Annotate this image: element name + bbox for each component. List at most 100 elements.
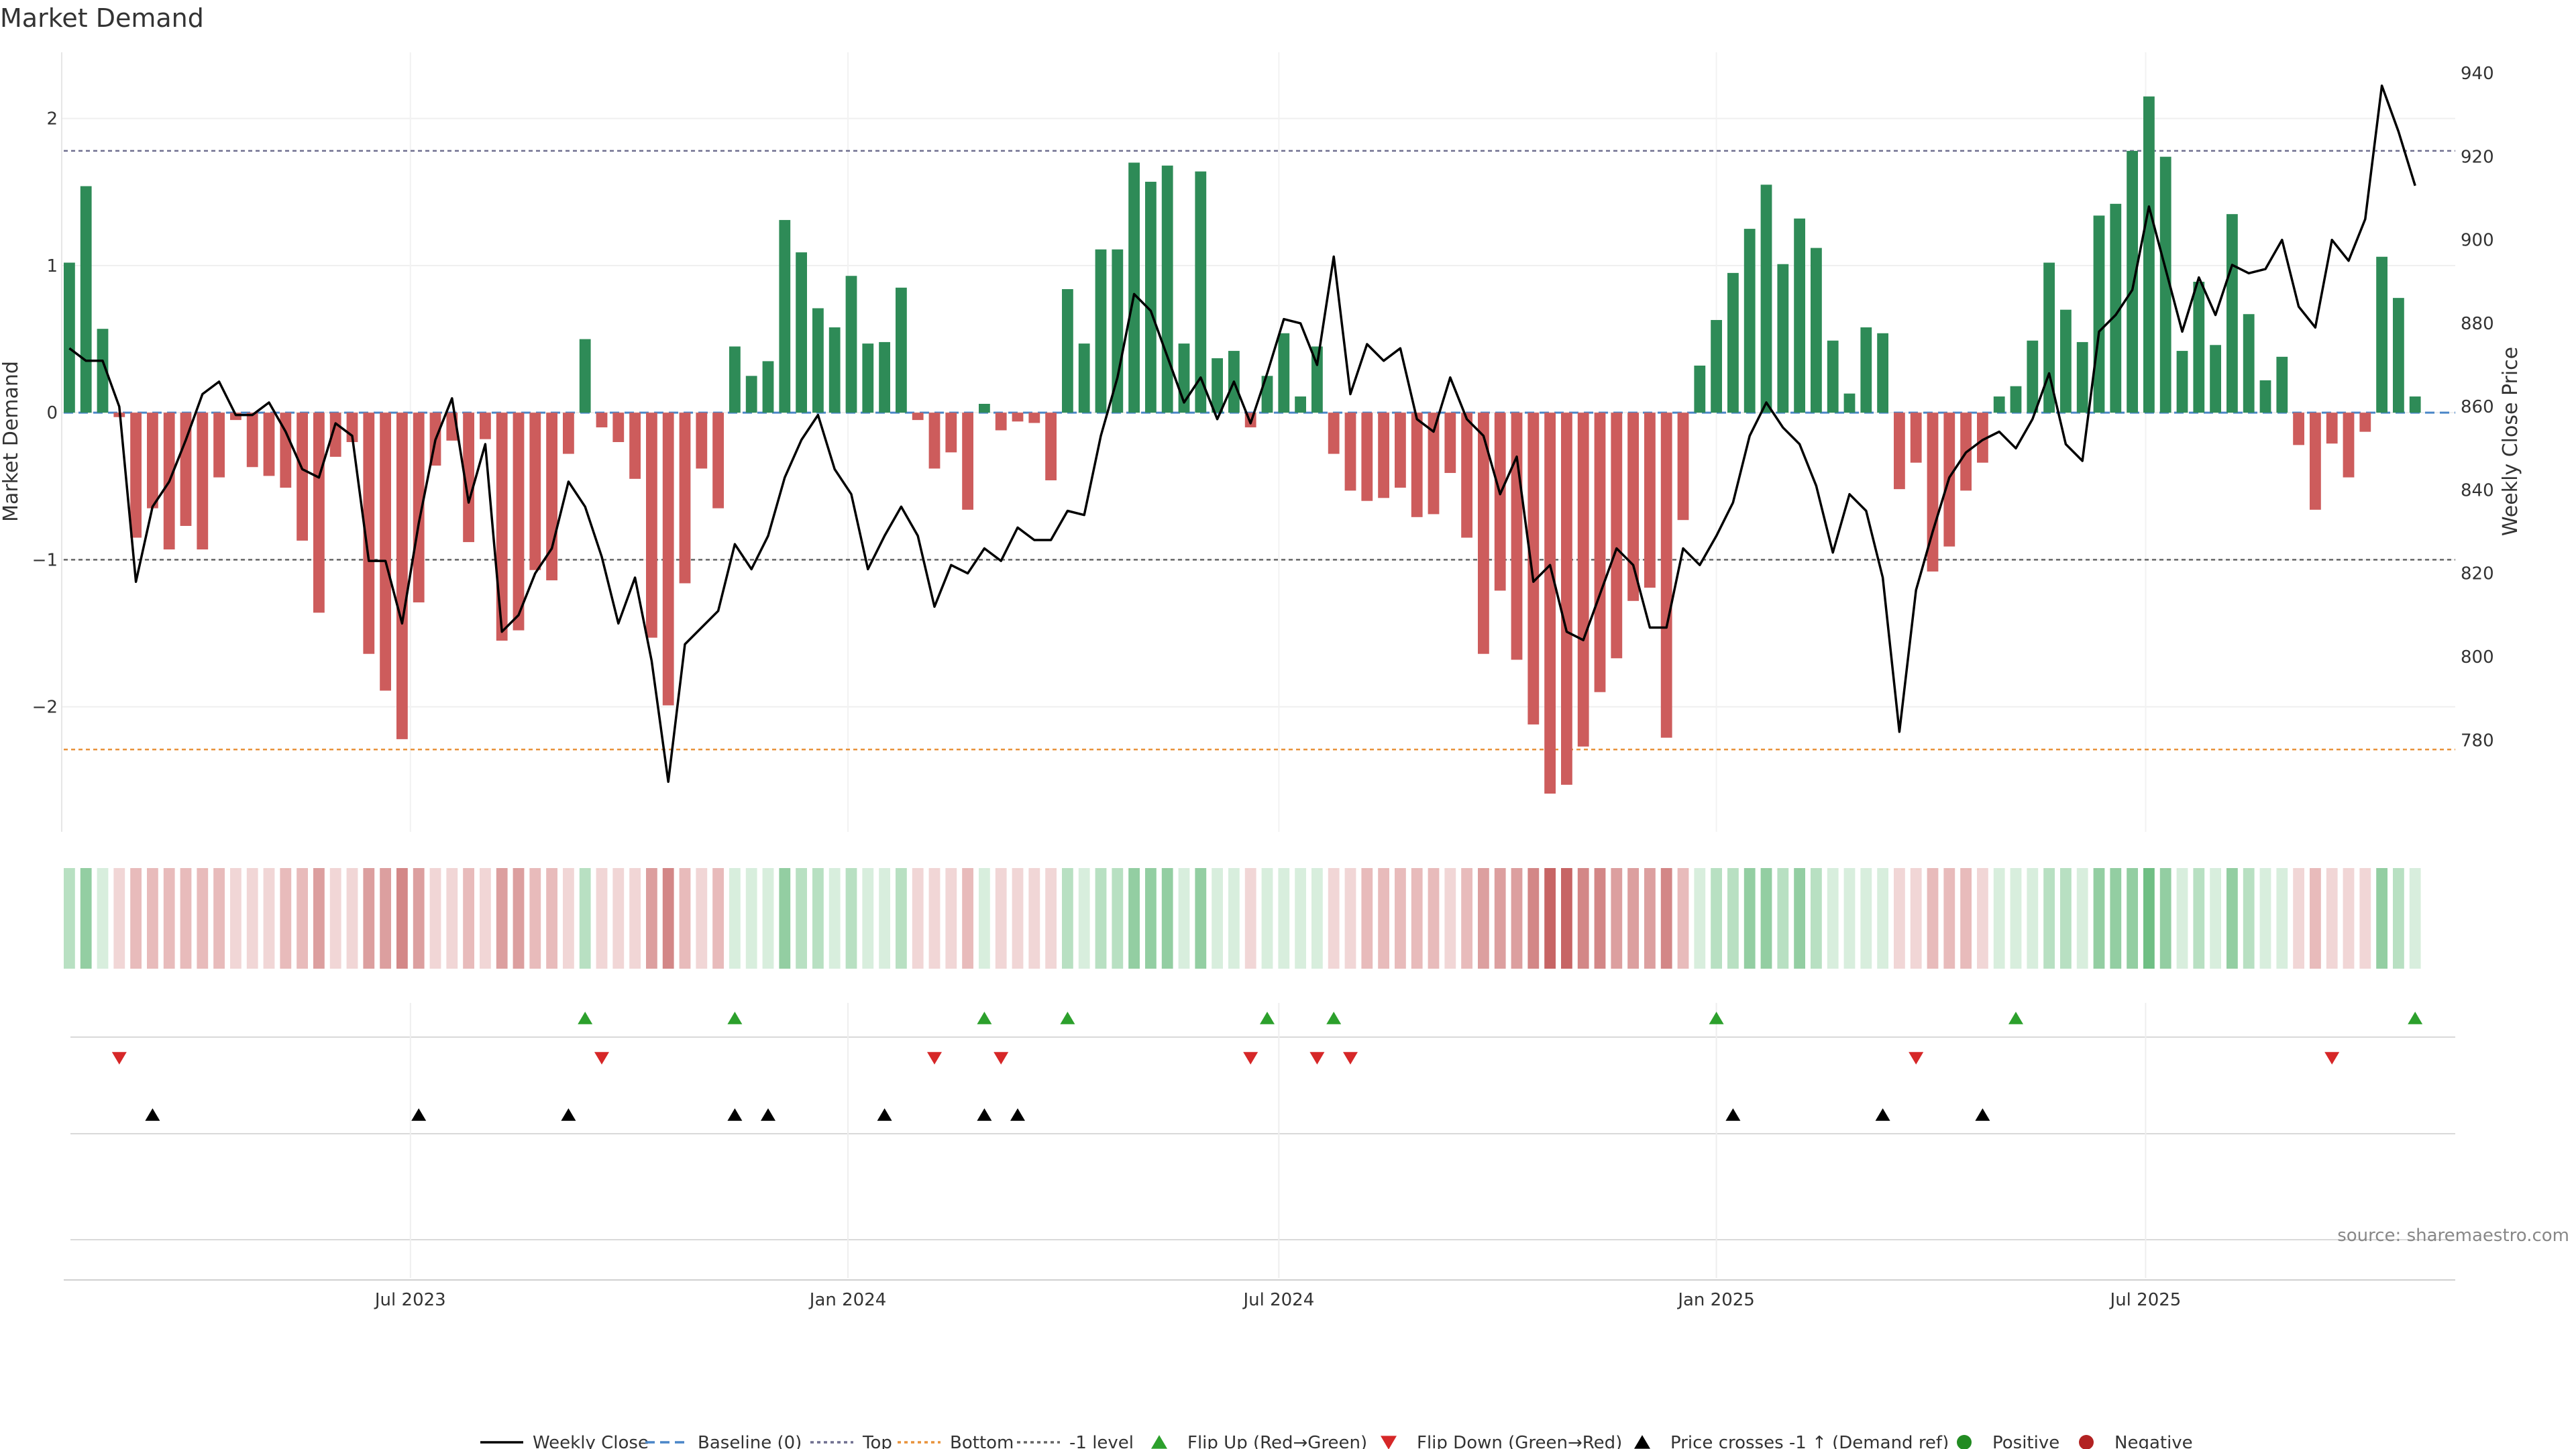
demand-bar: [1794, 218, 1805, 413]
strip-cell: [1028, 868, 1040, 969]
x-tick-label: Jul 2023: [374, 1290, 446, 1310]
demand-bar: [646, 413, 657, 638]
demand-bar: [2409, 396, 2421, 413]
demand-bar: [230, 413, 241, 421]
x-tick-label: Jan 2025: [1676, 1290, 1755, 1310]
demand-bar: [1993, 396, 2005, 413]
legend-label: Negative: [2114, 1433, 2193, 1449]
strip-cell: [712, 868, 724, 969]
demand-bar: [380, 413, 391, 691]
demand-bar: [2110, 203, 2122, 413]
demand-bar: [1078, 343, 1090, 413]
demand-bar: [1112, 249, 1124, 413]
strip-cell: [380, 868, 391, 969]
strip-cell: [1843, 868, 1856, 969]
strip-cell: [2226, 868, 2238, 969]
strip-cell: [679, 868, 691, 969]
demand-bar: [1877, 333, 1888, 413]
demand-bar: [1428, 413, 1440, 515]
demand-bar: [329, 413, 341, 457]
demand-bar: [297, 413, 308, 541]
strip-cell: [1943, 868, 1955, 969]
flip-down-marker: [2324, 1052, 2340, 1065]
demand-bar: [1444, 413, 1456, 474]
strip-cell: [1444, 868, 1456, 969]
demand-bar: [2393, 298, 2404, 413]
demand-bar: [496, 413, 508, 641]
strip-cell: [513, 868, 525, 969]
strip-cell: [113, 868, 125, 969]
strip-cell: [463, 868, 474, 969]
left-axis-title: Market Demand: [0, 361, 23, 522]
strip-cell: [1827, 868, 1839, 969]
source-note: source: sharemaestro.com: [2337, 1226, 2569, 1246]
strip-cell: [1095, 868, 1107, 969]
strip-cell: [2359, 868, 2371, 969]
demand-bar: [912, 413, 924, 421]
strip-cell: [1594, 868, 1606, 969]
strip-cell: [297, 868, 308, 969]
demand-bar: [2243, 314, 2255, 413]
demand-bar: [1161, 165, 1173, 413]
left-tick-label: −1: [32, 550, 58, 570]
demand-bar: [1644, 413, 1656, 588]
demand-bar: [413, 413, 425, 602]
x-tick-label: Jul 2025: [2109, 1290, 2182, 1310]
demand-bar: [246, 413, 258, 468]
strip-cell: [2376, 868, 2387, 969]
demand-bar: [2176, 351, 2188, 413]
strip-cell: [2010, 868, 2022, 969]
demand-bar: [1694, 365, 1706, 413]
right-tick-label: 780: [2461, 731, 2494, 751]
strip-cell: [1694, 868, 1706, 969]
strip-cell: [480, 868, 491, 969]
strip-cell: [1428, 868, 1440, 969]
price-cross-marker: [977, 1108, 992, 1121]
strip-cell: [1760, 868, 1772, 969]
demand-bar: [1012, 413, 1024, 422]
strip-cell: [313, 868, 325, 969]
strip-cell: [1145, 868, 1157, 969]
demand-bar: [2359, 413, 2371, 432]
strip-cell: [1577, 868, 1589, 969]
strip-cell: [1644, 868, 1656, 969]
strip-cell: [646, 868, 657, 969]
flip-down-marker: [927, 1052, 942, 1065]
demand-bar: [1843, 393, 1856, 413]
demand-bar: [879, 341, 890, 413]
right-tick-label: 920: [2461, 147, 2494, 167]
demand-bar: [1544, 413, 1556, 794]
right-tick-label: 940: [2461, 64, 2494, 84]
strip-cell: [1777, 868, 1789, 969]
demand-bar: [629, 413, 641, 479]
legend-label: Positive: [1992, 1433, 2059, 1449]
demand-bar: [1777, 264, 1789, 413]
event-panel-grid: [64, 1003, 2455, 1281]
strip-cell: [2276, 868, 2288, 969]
flip-up-marker: [578, 1012, 593, 1024]
strip-cell: [396, 868, 408, 969]
right-axis-ticks: 940 920 900 880 860 840 820 800 780: [2461, 64, 2494, 751]
demand-bar: [1461, 413, 1472, 538]
strip-cell: [2043, 868, 2055, 969]
strip-cell: [446, 868, 458, 969]
demand-bar: [2159, 156, 2171, 413]
demand-bar: [1660, 413, 1672, 738]
strip-cell: [1927, 868, 1939, 969]
right-tick-label: 900: [2461, 231, 2494, 251]
demand-bar: [1594, 413, 1606, 692]
right-tick-label: 880: [2461, 314, 2494, 334]
strip-cell: [1378, 868, 1389, 969]
demand-bar: [363, 413, 375, 654]
strip-cell: [1627, 868, 1639, 969]
demand-bar: [1910, 413, 1922, 463]
demand-bar: [263, 413, 275, 476]
strip-cell: [213, 868, 225, 969]
flip-up-marker: [1060, 1012, 1075, 1024]
strip-cell: [1395, 868, 1406, 969]
strip-cell: [596, 868, 608, 969]
demand-bar: [1195, 171, 1207, 413]
strip-cell: [1910, 868, 1922, 969]
strip-cell: [413, 868, 425, 969]
strip-cell: [180, 868, 192, 969]
